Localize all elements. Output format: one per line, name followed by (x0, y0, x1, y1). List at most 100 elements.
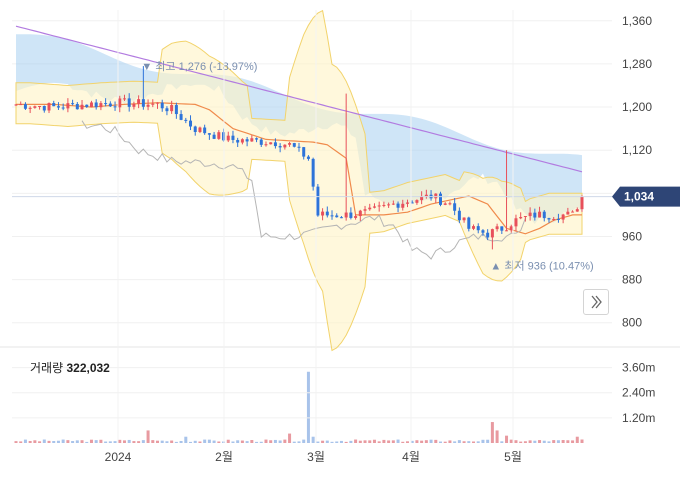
candle-body (94, 102, 98, 108)
candle-body (179, 114, 183, 120)
volume-bar (33, 440, 37, 443)
volume-bar (448, 440, 452, 443)
candle-body (523, 216, 527, 218)
volume-bar (89, 439, 93, 443)
candle-body (104, 103, 108, 105)
volume-bar (85, 441, 89, 443)
candle-body (283, 144, 287, 148)
volume-bar (23, 439, 27, 443)
volume-bar (472, 441, 476, 443)
volume-bar (113, 441, 117, 443)
volume-bar (462, 441, 466, 443)
candle-body (316, 186, 320, 216)
volume-bar (236, 440, 240, 443)
price-tick-label: 1,360 (622, 14, 652, 28)
volume-bar (424, 440, 428, 443)
moving-average-long (15, 25, 583, 173)
volume-bar (335, 441, 339, 443)
candle-body (368, 207, 372, 210)
volume-bar (528, 440, 532, 443)
volume-bar (19, 441, 23, 443)
candle-body (203, 127, 207, 134)
candle-body (505, 230, 509, 232)
volume-bar (349, 440, 353, 443)
candle-body (339, 217, 343, 219)
candle-body (415, 200, 419, 203)
candle-body (575, 209, 579, 212)
volume-bar (127, 439, 131, 443)
candle-body (519, 217, 523, 219)
volume-bar (571, 440, 575, 443)
volume-bar (547, 441, 551, 443)
candle-body (490, 229, 494, 238)
volume-bar (538, 440, 542, 443)
candle-body (405, 202, 409, 204)
volume-bar (14, 441, 18, 443)
candle-body (151, 103, 155, 105)
price-tick-label: 1,280 (622, 57, 652, 71)
candle-body (495, 226, 499, 230)
volume-bar (80, 440, 84, 443)
candle-body (52, 103, 56, 107)
low-annotation: ▲ 최저 936 (10.47%) (490, 259, 593, 272)
candle-body (165, 108, 169, 112)
price-tick-label: 1,120 (622, 143, 652, 157)
candle-body (321, 211, 325, 216)
volume-bar (429, 439, 433, 443)
candle-body (193, 126, 197, 132)
volume-bar (420, 440, 424, 443)
volume-bar (377, 441, 381, 443)
volume-bar (439, 441, 442, 443)
volume-bar (146, 430, 150, 443)
candle-body (457, 210, 461, 221)
candle-body (453, 203, 457, 211)
volume-bar (240, 440, 244, 443)
candle-body (212, 134, 216, 139)
candle-body (542, 211, 546, 219)
volume-bar (330, 441, 334, 443)
candle-body (566, 211, 570, 215)
volume-bar (467, 441, 471, 443)
volume-bar (354, 439, 358, 443)
candle-body (467, 217, 471, 229)
volume-bar (160, 440, 164, 443)
volume-bar (156, 440, 159, 443)
volume-bar (141, 440, 145, 443)
volume-tick-label: 2.40m (622, 386, 655, 400)
volume-bar (189, 441, 193, 443)
candle-body (420, 196, 424, 201)
volume-bar (297, 441, 301, 443)
volume-bar (264, 439, 268, 443)
volume-bar (434, 439, 438, 443)
candle-body (387, 204, 391, 206)
candle-body (472, 226, 476, 229)
volume-bar (203, 439, 207, 443)
candle-body (240, 139, 244, 143)
candle-body (127, 98, 131, 107)
candle-body (486, 232, 490, 238)
volume-bar (453, 441, 457, 443)
candle-body (231, 135, 235, 140)
candle-body (170, 105, 174, 112)
volume-bar (231, 441, 235, 443)
volume-bar (486, 439, 490, 443)
candle-body (71, 103, 75, 105)
expand-chart-button[interactable] (583, 289, 609, 315)
candle-body (28, 107, 32, 109)
volume-bar (288, 433, 292, 443)
volume-bar (99, 439, 103, 443)
volume-bar (519, 441, 523, 443)
volume-bar (179, 440, 183, 443)
candle-body (552, 218, 556, 220)
candle-body (547, 218, 551, 220)
candle-body (236, 139, 240, 143)
volume-bar (273, 439, 277, 443)
volume-bar (132, 441, 136, 443)
candle-body (23, 104, 27, 109)
volume-bar (561, 440, 565, 443)
volume-bar (42, 439, 46, 443)
candle-body (108, 103, 112, 107)
candle-body (363, 209, 367, 211)
volume-bar (580, 439, 584, 443)
candle-body (245, 139, 249, 142)
